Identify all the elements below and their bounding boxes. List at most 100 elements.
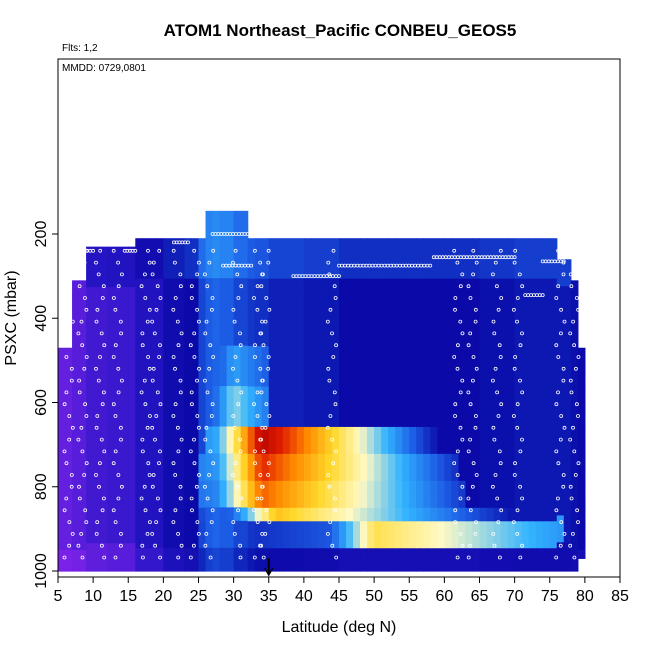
heatmap-cell [156, 305, 164, 320]
heatmap-cell [177, 292, 186, 307]
heatmap-cell [521, 561, 530, 572]
heatmap-cell [346, 278, 354, 293]
heatmap-cell [465, 265, 474, 280]
heatmap-cell [430, 346, 438, 361]
heatmap-cell [177, 521, 186, 536]
heatmap-cell [409, 548, 417, 563]
heatmap-cell [275, 521, 284, 536]
heatmap-cell [535, 278, 544, 293]
heatmap-cell [360, 521, 368, 536]
heatmap-cell [514, 561, 523, 572]
heatmap-cell [528, 292, 537, 307]
track-point [491, 319, 496, 324]
track-point [238, 437, 243, 442]
heatmap-cell [339, 265, 347, 280]
track-point [145, 532, 150, 536]
heatmap-cell [451, 359, 460, 374]
heatmap-cell [86, 489, 94, 504]
heatmap-cell [353, 305, 361, 320]
track-point [140, 343, 145, 348]
heatmap-cell [331, 548, 340, 563]
heatmap-cell [296, 426, 305, 442]
heatmap-cell [388, 507, 396, 522]
heatmap-cell [317, 453, 326, 468]
heatmap-cell [521, 305, 530, 320]
heatmap-cell [465, 399, 474, 415]
track-point [261, 343, 266, 348]
heatmap-cell [430, 548, 438, 563]
heatmap-cell [268, 319, 277, 334]
heatmap-cell [542, 251, 551, 266]
track-point [260, 272, 265, 277]
track-point [173, 473, 178, 477]
track-point [252, 296, 256, 300]
heatmap-cell [114, 489, 122, 504]
heatmap-cell [233, 480, 242, 495]
track-point [473, 307, 478, 312]
track-point [171, 414, 176, 418]
heatmap-cell [317, 548, 326, 563]
track-point [554, 555, 559, 560]
track-point [100, 543, 104, 548]
heatmap-cell [479, 238, 488, 253]
heatmap-cell [114, 408, 122, 423]
heatmap-cell [282, 346, 291, 361]
track-point [189, 402, 194, 407]
heatmap-cell [423, 548, 431, 563]
heatmap-cell [472, 292, 481, 307]
track-point [455, 343, 460, 348]
heatmap-cell [72, 320, 80, 335]
y-tick-label: 200 [33, 221, 50, 248]
heatmap-cell [331, 480, 340, 495]
heatmap-cell [437, 453, 445, 468]
heatmap-cell [535, 251, 544, 266]
track-point [116, 496, 121, 501]
heatmap-cell [65, 563, 73, 572]
heatmap-cell [556, 448, 565, 463]
track-point [119, 331, 123, 336]
heatmap-cell [388, 453, 396, 468]
track-point [253, 343, 257, 348]
heatmap-cell [416, 494, 424, 509]
heatmap-cell [212, 372, 221, 387]
heatmap-cell [577, 415, 586, 430]
heatmap-cell [360, 507, 368, 522]
heatmap-cell [296, 467, 305, 482]
track-point [333, 296, 338, 300]
heatmap-cell [374, 346, 382, 361]
heatmap-cell [310, 426, 319, 442]
heatmap-cell [486, 332, 495, 347]
heatmap-cell [72, 347, 80, 362]
track-point [327, 272, 332, 277]
heatmap-cell [346, 265, 354, 280]
track-point [512, 307, 516, 312]
heatmap-cell [107, 300, 115, 315]
heatmap-cell [310, 480, 319, 495]
heatmap-cell [100, 475, 108, 490]
track-point [153, 437, 157, 442]
heatmap-cell [563, 434, 572, 449]
heatmap-cell [430, 359, 438, 374]
track-point [140, 543, 145, 548]
heatmap-cell [135, 440, 143, 455]
heatmap-cell [100, 408, 108, 423]
heatmap-cell [191, 413, 200, 428]
heatmap-cell [402, 305, 410, 320]
heatmap-cell [528, 346, 537, 361]
heatmap-cell [170, 278, 179, 293]
heatmap-cell [493, 440, 502, 455]
heatmap-cell [507, 507, 516, 522]
heatmap-cell [107, 435, 115, 450]
heatmap-cell [275, 426, 284, 442]
heatmap-cell [486, 480, 495, 495]
marker-arrowhead [264, 567, 274, 577]
track-point [231, 414, 236, 418]
track-point [453, 402, 458, 407]
heatmap-cell [247, 359, 256, 374]
track-point [492, 331, 497, 336]
heatmap-cell [198, 373, 207, 388]
heatmap-cell [114, 556, 122, 571]
heatmap-cell [135, 386, 143, 401]
heatmap-cell [374, 494, 382, 509]
track-point [120, 378, 124, 383]
